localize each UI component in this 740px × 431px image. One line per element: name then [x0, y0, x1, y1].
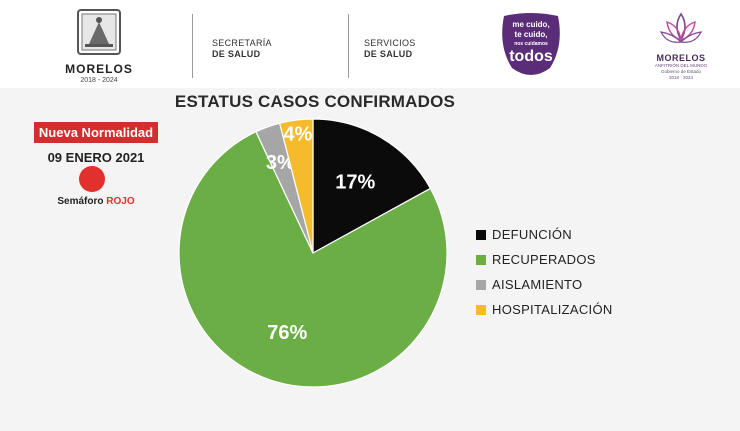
campaign-line1: me cuido, — [512, 20, 550, 29]
morelos-logo-line3: 2018 · 2024 — [668, 75, 694, 80]
campaign-badge-shape-icon — [502, 13, 560, 75]
state-crest-icon — [77, 9, 121, 55]
legend-swatch — [476, 279, 486, 290]
legend-swatch — [476, 304, 486, 315]
agency-servicios: SERVICIOS DE SALUD — [364, 38, 416, 60]
legend-label: HOSPITALIZACIÓN — [492, 302, 613, 317]
campaign-line2: te cuido, — [514, 30, 548, 39]
morelos-logo-tagline: ANFITRIÓN DEL MUNDO — [654, 63, 708, 68]
slice-label-recuperados: 76% — [267, 322, 307, 344]
agency-secretaria: SECRETARÍA DE SALUD — [212, 38, 272, 60]
report-date: 09 ENERO 2021 — [47, 150, 145, 165]
state-logo: MORELOS 2018 - 2024 — [44, 8, 154, 84]
campaign-line4: todos — [509, 48, 553, 65]
morelos-logo-line2: Gobierno de Estado — [660, 69, 702, 74]
semaforo-label: Semáforo — [57, 196, 104, 207]
campaign-line3: nos cuidamos — [514, 41, 548, 47]
agency-servicios-line2: DE SALUD — [364, 49, 413, 59]
slice-label-hospitalización: 4% — [283, 123, 312, 145]
slice-label-aislamiento: 3% — [266, 152, 295, 174]
pie-slice-defunción — [312, 118, 432, 255]
pie-slice-hospitalización — [278, 118, 314, 254]
legend-swatch — [476, 229, 486, 240]
semaforo-light-icon — [79, 166, 105, 192]
morelos-logo-name: MORELOS — [656, 53, 706, 63]
chart-title: ESTATUS CASOS CONFIRMADOS — [174, 92, 456, 111]
agency-servicios-line1: SERVICIOS — [364, 38, 416, 48]
divider — [192, 14, 193, 78]
header: MORELOS 2018 - 2024 SECRETARÍA DE SALUD … — [0, 0, 740, 88]
campaign-badge: me cuido, te cuido, nos cuidamos todos — [498, 10, 564, 80]
legend-swatch — [476, 254, 486, 265]
state-logo-years: 2018 - 2024 — [80, 77, 118, 84]
legend-label: AISLAMIENTO — [492, 277, 583, 292]
agency-secretaria-line1: SECRETARÍA — [212, 38, 272, 48]
legend-item: HOSPITALIZACIÓN — [476, 297, 696, 322]
semaforo-status: Semáforo ROJO — [34, 196, 158, 207]
legend-label: RECUPERADOS — [492, 252, 596, 267]
legend-item: DEFUNCIÓN — [476, 222, 696, 247]
legend-item: RECUPERADOS — [476, 247, 696, 272]
nueva-normalidad-badge: Nueva Normalidad — [34, 122, 158, 143]
lotus-icon — [659, 12, 703, 43]
legend-label: DEFUNCIÓN — [492, 227, 572, 242]
chart-legend: DEFUNCIÓN RECUPERADOS AISLAMIENTO HOSPITALI… — [476, 222, 696, 322]
agency-secretaria-line2: DE SALUD — [212, 49, 261, 59]
divider — [348, 14, 349, 78]
legend-item: AISLAMIENTO — [476, 272, 696, 297]
state-logo-name: MORELOS — [65, 62, 133, 76]
pie-slice-recuperados — [178, 130, 448, 388]
semaforo-value: ROJO — [106, 196, 135, 207]
slice-label-defunción: 17% — [335, 171, 375, 193]
morelos-logo: MORELOS ANFITRIÓN DEL MUNDO Gobierno de … — [646, 10, 716, 81]
